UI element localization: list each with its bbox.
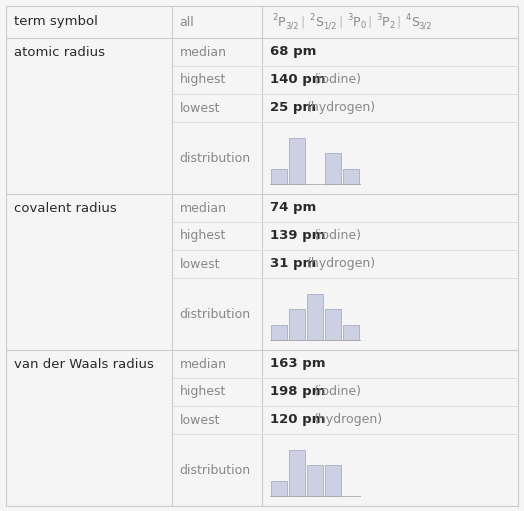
Text: 3: 3 [347, 13, 353, 22]
Text: |: | [367, 15, 372, 29]
Text: S: S [411, 15, 419, 29]
Text: atomic radius: atomic radius [14, 45, 105, 58]
Bar [271, 325, 287, 340]
Text: 2: 2 [310, 13, 315, 22]
Text: median: median [179, 201, 226, 215]
Text: 3/2: 3/2 [419, 21, 432, 31]
Bar [271, 169, 287, 184]
Text: P: P [278, 15, 285, 29]
Bar [271, 481, 287, 496]
Text: P: P [353, 15, 360, 29]
Text: distribution: distribution [179, 463, 250, 476]
Text: distribution: distribution [179, 151, 250, 165]
Text: |: | [397, 15, 401, 29]
Bar [307, 466, 323, 496]
Text: lowest: lowest [179, 258, 220, 270]
Bar [343, 325, 359, 340]
Text: distribution: distribution [179, 308, 250, 320]
Text: (iodine): (iodine) [314, 229, 362, 243]
Bar [289, 138, 305, 184]
Text: 3: 3 [376, 13, 382, 22]
Bar [325, 153, 341, 184]
Text: lowest: lowest [179, 413, 220, 427]
Text: lowest: lowest [179, 102, 220, 114]
Text: 68 pm: 68 pm [270, 45, 316, 58]
Text: 2: 2 [272, 13, 277, 22]
Bar [343, 169, 359, 184]
Text: S: S [315, 15, 323, 29]
Bar [307, 294, 323, 340]
Text: |: | [301, 15, 305, 29]
Text: 198 pm: 198 pm [270, 385, 325, 399]
Text: 0: 0 [360, 21, 365, 31]
Text: (iodine): (iodine) [314, 74, 362, 86]
Bar [325, 466, 341, 496]
Text: median: median [179, 45, 226, 58]
Bar [325, 310, 341, 340]
Text: highest: highest [179, 74, 226, 86]
Text: highest: highest [179, 385, 226, 399]
Text: 4: 4 [406, 13, 411, 22]
Text: 1/2: 1/2 [323, 21, 336, 31]
Text: covalent radius: covalent radius [14, 201, 117, 215]
Text: all: all [179, 15, 194, 29]
Text: term symbol: term symbol [14, 15, 98, 29]
Bar [289, 310, 305, 340]
Text: 140 pm: 140 pm [270, 74, 325, 86]
Text: 139 pm: 139 pm [270, 229, 325, 243]
Text: (hydrogen): (hydrogen) [307, 258, 376, 270]
Text: 163 pm: 163 pm [270, 358, 325, 370]
Text: 25 pm: 25 pm [270, 102, 316, 114]
Text: 3/2: 3/2 [285, 21, 299, 31]
Text: |: | [338, 15, 343, 29]
Text: van der Waals radius: van der Waals radius [14, 358, 154, 370]
Text: 120 pm: 120 pm [270, 413, 325, 427]
Text: 74 pm: 74 pm [270, 201, 316, 215]
Text: 31 pm: 31 pm [270, 258, 316, 270]
Text: median: median [179, 358, 226, 370]
Text: (iodine): (iodine) [314, 385, 362, 399]
Text: 2: 2 [389, 21, 395, 31]
Text: (hydrogen): (hydrogen) [307, 102, 376, 114]
Text: P: P [382, 15, 389, 29]
Text: (hydrogen): (hydrogen) [314, 413, 383, 427]
Text: highest: highest [179, 229, 226, 243]
Bar [289, 450, 305, 496]
